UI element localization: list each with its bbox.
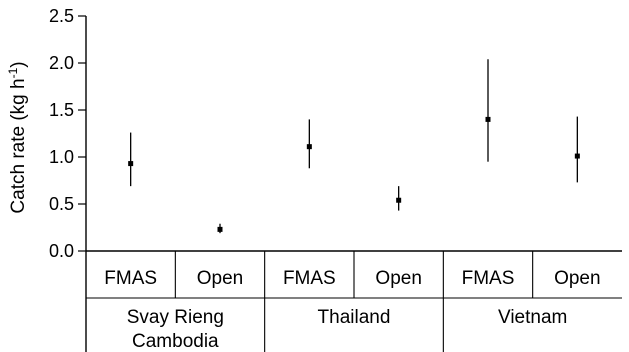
y-tick-label: 2.0 [49, 53, 74, 73]
y-tick-label: 0.5 [49, 194, 74, 214]
data-point-group [396, 186, 402, 211]
x-category-label: FMAS [104, 268, 157, 289]
data-point-marker [574, 153, 580, 159]
x-group-label: Thailand [318, 307, 391, 328]
data-points [128, 59, 580, 234]
x-group-label: Cambodia [132, 331, 219, 352]
data-point-group [574, 116, 580, 183]
x-category-label: Open [197, 268, 243, 289]
data-point-marker [485, 116, 491, 122]
data-point-marker [396, 197, 402, 203]
x-category-label: FMAS [283, 268, 336, 289]
data-point-group [306, 119, 312, 169]
y-axis-label-end: ) [8, 61, 29, 67]
data-point-group [128, 132, 134, 187]
data-point-group [485, 59, 491, 162]
x-group-label: Svay Rieng [127, 307, 224, 328]
data-point-marker [128, 161, 134, 167]
y-axis-ticks: 0.0 0.5 1.0 1.5 2.0 2.5 [49, 6, 86, 261]
data-point-marker [217, 226, 223, 232]
x-category-label: FMAS [462, 268, 515, 289]
y-tick-label: 2.5 [49, 6, 74, 26]
data-point-group [217, 223, 223, 234]
y-axis-label: Catch rate (kg h-1) [6, 61, 29, 213]
x-category-label: Open [375, 268, 421, 289]
y-axis-label-main: Catch rate (kg h [8, 78, 29, 213]
y-tick-label: 1.5 [49, 100, 74, 120]
y-axis-label-superscript: -1 [6, 67, 20, 78]
data-point-marker [306, 144, 312, 150]
x-axis-categories: FMAS Open FMAS Open FMAS Open Svay Rieng Cambod… [86, 250, 622, 352]
x-category-label: Open [554, 268, 600, 289]
x-group-label: Vietnam [498, 307, 567, 328]
y-tick-label: 1.0 [49, 147, 74, 167]
y-tick-label: 0.0 [49, 241, 74, 261]
